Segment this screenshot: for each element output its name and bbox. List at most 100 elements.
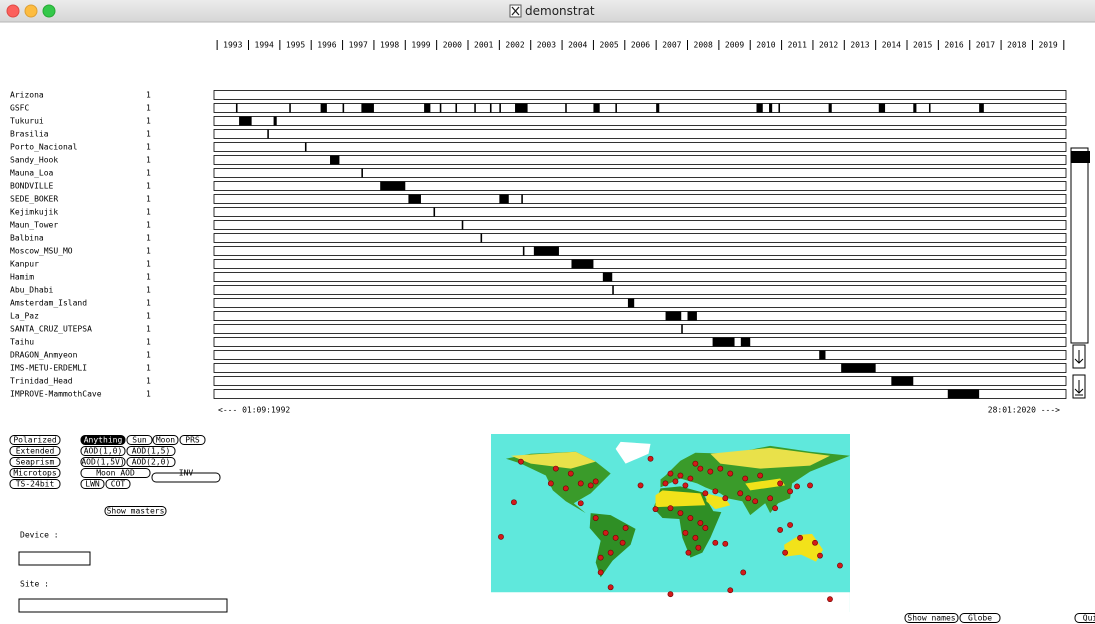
minimize-button[interactable]: [25, 5, 37, 17]
site-name: SANTA_CRUZ_UTEPSA: [10, 325, 92, 334]
button-label: AOD(2,0): [132, 458, 171, 467]
data-period: [756, 104, 762, 113]
site-marker: [663, 481, 668, 486]
site-marker: [812, 540, 817, 545]
data-period: [769, 104, 772, 113]
site-name: Balbina: [10, 234, 44, 243]
data-period: [321, 104, 327, 113]
data-period: [361, 104, 374, 113]
site-marker: [788, 489, 793, 494]
year-label: 2015: [913, 41, 932, 50]
year-label: 1999: [411, 41, 430, 50]
device-input[interactable]: [19, 552, 90, 565]
data-period: [666, 312, 682, 321]
scroll-end-button[interactable]: [1073, 375, 1085, 398]
timeline-bar[interactable]: [214, 273, 1066, 282]
timeline-bar[interactable]: [214, 130, 1066, 139]
button-label: Polarized: [13, 436, 57, 445]
timeline-bar[interactable]: [214, 221, 1066, 230]
site-marker: [688, 515, 693, 520]
data-period: [681, 325, 683, 334]
button-label: Sun: [132, 436, 147, 445]
data-period: [462, 221, 464, 230]
button-label: INV: [179, 469, 194, 478]
site-marker: [794, 484, 799, 489]
data-period: [490, 104, 492, 113]
site-marker: [568, 471, 573, 476]
site-input[interactable]: [19, 599, 227, 612]
scroll-down-button[interactable]: [1073, 345, 1085, 368]
site-marker: [728, 471, 733, 476]
close-button[interactable]: [7, 5, 19, 17]
site-marker: [668, 506, 673, 511]
button-label: Seaprism: [16, 458, 55, 467]
timeline-bar[interactable]: [214, 143, 1066, 152]
timeline-bar[interactable]: [214, 338, 1066, 347]
site-marker: [668, 592, 673, 597]
site-marker: [673, 479, 678, 484]
scrollbar-track[interactable]: [1071, 148, 1088, 343]
site-marker: [593, 479, 598, 484]
timeline-bar[interactable]: [214, 156, 1066, 165]
site-marker: [758, 473, 763, 478]
site-name: Brasilia: [10, 130, 49, 139]
timeline-bar[interactable]: [214, 390, 1066, 399]
data-period: [455, 104, 457, 113]
data-period: [474, 104, 476, 113]
site-marker: [588, 483, 593, 488]
button-label: PRS: [185, 436, 200, 445]
timeline-bar[interactable]: [214, 299, 1066, 308]
site-marker: [778, 481, 783, 486]
year-label: 1997: [349, 41, 368, 50]
site-name: Trinidad_Head: [10, 377, 73, 386]
site-marker: [698, 520, 703, 525]
site-marker: [553, 466, 558, 471]
timeline-bar[interactable]: [214, 325, 1066, 334]
site-marker: [668, 471, 673, 476]
site-count: 1: [146, 325, 151, 334]
timeline-bar[interactable]: [214, 247, 1066, 256]
data-period: [236, 104, 238, 113]
site-name: Hamim: [10, 273, 34, 282]
timeline-bar[interactable]: [214, 169, 1066, 178]
data-period: [841, 364, 875, 373]
timeline-bar[interactable]: [214, 195, 1066, 204]
site-name: Kanpur: [10, 260, 39, 269]
timeline-bar[interactable]: [214, 312, 1066, 321]
timeline-bar[interactable]: [214, 182, 1066, 191]
year-label: 2005: [599, 41, 618, 50]
timeline-bar[interactable]: [214, 286, 1066, 295]
zoom-button[interactable]: [43, 5, 55, 17]
data-period: [979, 104, 984, 113]
site-count: 1: [146, 338, 151, 347]
site-name: Moscow_MSU_MO: [10, 247, 73, 256]
timeline-bar[interactable]: [214, 234, 1066, 243]
timeline-bar[interactable]: [214, 364, 1066, 373]
year-label: 2008: [694, 41, 713, 50]
year-label: 1995: [286, 41, 305, 50]
site-marker: [746, 496, 751, 501]
timeline-bar[interactable]: [214, 351, 1066, 360]
site-name: BONDVILLE: [10, 182, 54, 191]
data-period: [239, 117, 252, 126]
button-label: Globe: [968, 614, 992, 623]
site-marker: [807, 483, 812, 488]
data-period: [891, 377, 913, 386]
site-count: 1: [146, 234, 151, 243]
site-marker: [788, 522, 793, 527]
scrollbar-thumb[interactable]: [1071, 151, 1090, 163]
site-name: Tukurui: [10, 117, 44, 126]
timeline-bar[interactable]: [214, 208, 1066, 217]
timeline-bar[interactable]: [214, 91, 1066, 100]
year-label: 2001: [474, 41, 493, 50]
timeline-bar[interactable]: [214, 260, 1066, 269]
site-count: 1: [146, 260, 151, 269]
data-period: [521, 195, 523, 204]
site-marker: [698, 466, 703, 471]
timeline-bar[interactable]: [214, 104, 1066, 113]
data-period: [523, 247, 525, 256]
timeline-bar[interactable]: [214, 117, 1066, 126]
data-period: [929, 104, 931, 113]
site-count: 1: [146, 104, 151, 113]
timeline-bar[interactable]: [214, 377, 1066, 386]
